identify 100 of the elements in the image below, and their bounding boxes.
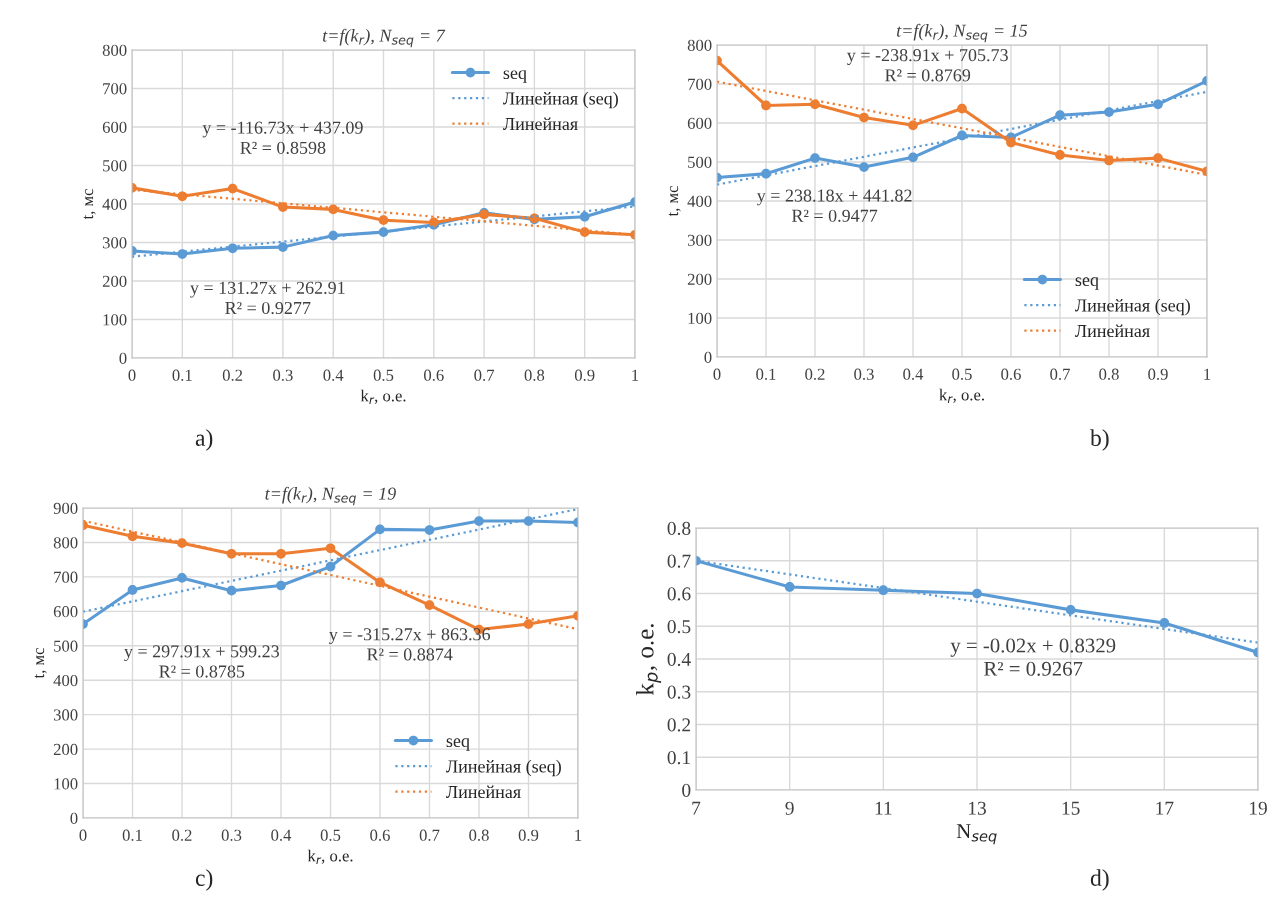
point [1104,155,1114,166]
point [1055,110,1065,121]
y-tick-label: 700 [688,78,712,90]
point [972,588,982,599]
legend-label: Линейная (seq) [446,759,561,777]
point [1153,99,1163,110]
x-tick-label: 1 [575,829,582,841]
x-tick-label: 0.5 [320,829,341,841]
x-tick-label: 0 [128,369,136,381]
y-tick-label: 100 [688,312,712,324]
point [1153,153,1163,163]
text: d) [1090,869,1109,891]
y-axis-title: t, мс [83,189,96,220]
x-tick-label: 0.9 [574,369,595,381]
x-tick-label: 0.3 [221,829,242,841]
point [579,227,590,237]
x-tick-label: 15 [1062,801,1080,815]
point [761,100,771,111]
x-tick-label: 7 [692,801,701,815]
x-tick-label: 0.2 [805,368,825,380]
y-tick-label: 0.4 [667,652,691,667]
annotation: y = 131.27x + 262.91 R² = 0.9277 [190,281,345,315]
x-axis-title: k$_{r}$, о.е. [939,388,984,403]
x-tick-label: 0 [79,829,87,841]
x-tick-label: 0.8 [524,369,545,381]
point [375,524,385,535]
y-tick-label: 400 [53,674,78,687]
y-tick-label: 600 [53,606,78,618]
point [908,120,918,131]
y-tick-label: 300 [687,234,712,246]
y-tick-label: 700 [103,83,127,95]
x-tick-label: 0.5 [373,369,394,381]
point [177,573,187,583]
x-tick-label: 11 [875,801,892,815]
x-tick-label: 0.1 [756,368,776,380]
y-tick-label: 600 [687,117,712,129]
point [957,130,967,141]
annotation: y = -0.02x + 0.8329 R² = 0.9267 [950,638,1116,676]
x-tick-label: 9 [785,801,794,815]
y-tick-label: 300 [102,237,127,249]
x-tick-label: 0.7 [419,829,440,841]
x-tick-label: 0.9 [1148,368,1168,380]
annotation: y = 238.18x + 441.82 R² = 0.9477 [756,189,912,222]
y-tick-label: 0.6 [667,587,691,601]
legend-label: seq [1075,277,1099,290]
point [424,600,435,610]
legend-label: seq [503,70,527,83]
x-tick-label: 0.6 [370,829,390,841]
y-axis-title: t, мс [668,186,681,217]
point [226,585,237,596]
y-tick-label: 800 [102,44,127,56]
point [810,99,820,110]
x-tick-label: 13 [968,801,986,815]
y-tick-label: 200 [687,273,712,285]
point [810,153,820,163]
x-tick-label: 0.1 [172,369,192,381]
point [957,103,967,114]
x-axis-title: k$_{r}$, о.е. [360,389,406,404]
y-tick-label: 800 [687,39,712,51]
legend-label: Линейная [1075,324,1150,338]
y-tick-label: 700 [54,571,78,583]
x-tick-label: 0.2 [172,829,192,841]
point [127,585,138,595]
annotation: y = -238.91x + 705.73 R² = 0.8769 [847,49,1008,82]
x-tick-label: 0.6 [1001,368,1021,380]
point [424,525,435,535]
point [859,112,869,123]
x-tick-label: 17 [1156,801,1174,815]
text: b) [1090,429,1109,451]
legend-label: Линейная [446,785,521,799]
x-tick-label: 1 [1204,368,1211,380]
x-tick-label: 19 [1249,801,1267,815]
y-tick-label: 0.2 [667,718,691,732]
point [325,543,336,554]
point [579,211,590,222]
point [227,183,238,194]
y-axis-title: t, мс [34,648,47,679]
x-tick-label: 0.4 [323,369,344,381]
point [177,538,187,548]
y-tick-label: 400 [102,198,127,210]
point [378,215,389,226]
y-tick-label: 500 [54,640,78,652]
y-tick-label: 500 [688,156,712,168]
legend-label: Линейная [503,117,578,131]
y-tick-label: 0 [682,783,691,797]
y-axis-title: k$_{р}$, о.е. [636,624,662,696]
y-tick-label: 100 [103,314,127,326]
point [276,548,286,559]
y-tick-label: 0.7 [667,554,691,568]
y-tick-label: 400 [687,195,712,207]
y-tick-label: 800 [53,537,78,549]
y-tick-label: 600 [102,121,127,133]
point [325,561,336,572]
y-tick-label: 0 [119,352,127,364]
y-tick-label: 0.3 [667,685,691,699]
y-tick-label: 200 [102,275,127,287]
point [1065,605,1076,615]
x-tick-label: 0.8 [1099,368,1119,380]
point [278,202,288,212]
point [784,582,795,592]
